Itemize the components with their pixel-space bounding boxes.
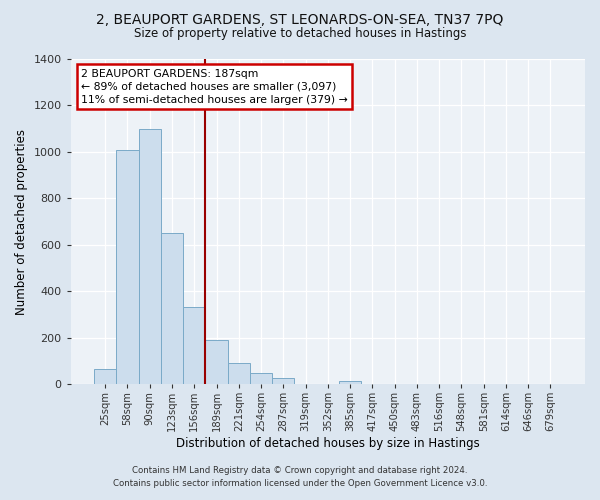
Bar [272, 378, 295, 384]
X-axis label: Distribution of detached houses by size in Hastings: Distribution of detached houses by size … [176, 437, 480, 450]
Bar [183, 308, 205, 384]
Bar [339, 380, 361, 384]
Bar [205, 340, 227, 384]
Bar [139, 128, 161, 384]
Text: 2 BEAUPORT GARDENS: 187sqm
← 89% of detached houses are smaller (3,097)
11% of s: 2 BEAUPORT GARDENS: 187sqm ← 89% of deta… [81, 69, 348, 105]
Bar [94, 369, 116, 384]
Bar [227, 363, 250, 384]
Bar [161, 233, 183, 384]
Bar [116, 150, 139, 384]
Text: Size of property relative to detached houses in Hastings: Size of property relative to detached ho… [134, 28, 466, 40]
Y-axis label: Number of detached properties: Number of detached properties [15, 128, 28, 314]
Text: 2, BEAUPORT GARDENS, ST LEONARDS-ON-SEA, TN37 7PQ: 2, BEAUPORT GARDENS, ST LEONARDS-ON-SEA,… [97, 12, 503, 26]
Text: Contains HM Land Registry data © Crown copyright and database right 2024.
Contai: Contains HM Land Registry data © Crown c… [113, 466, 487, 487]
Bar [250, 373, 272, 384]
